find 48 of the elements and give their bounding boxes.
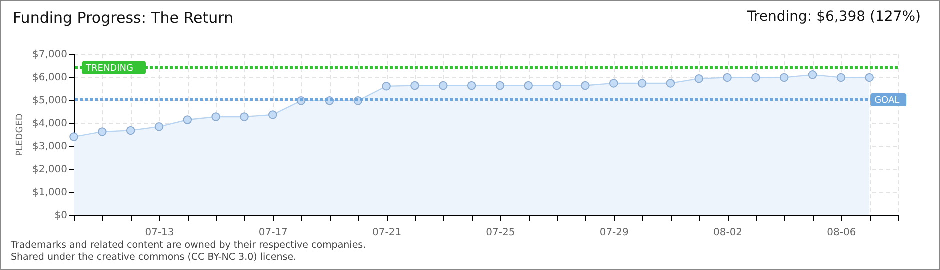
y-tick-label: $0	[54, 210, 68, 222]
point	[638, 79, 647, 88]
point	[552, 81, 562, 90]
point	[496, 81, 505, 90]
point	[666, 79, 676, 88]
chart-title: Funding Progress: The Return	[13, 9, 234, 27]
ref-line-label: TRENDING	[85, 64, 134, 74]
y-tick-label: $7,000	[32, 50, 68, 60]
point	[723, 73, 732, 82]
point	[865, 73, 874, 82]
point	[183, 116, 192, 124]
x-tick-label: 07-29	[600, 228, 629, 238]
text: Shared under the creative commons (CC BY-NC 3.0) license.	[11, 252, 297, 263]
point	[439, 81, 448, 90]
point	[609, 79, 618, 88]
y-tick-label: $3,000	[32, 142, 68, 152]
point	[524, 81, 533, 90]
point	[752, 73, 760, 82]
y-tick-label: $6,000	[32, 72, 68, 84]
point	[126, 126, 136, 136]
point	[382, 82, 391, 91]
point	[808, 70, 818, 80]
point	[410, 81, 420, 90]
y-tick-label: $1,000	[32, 188, 68, 198]
point	[268, 110, 278, 120]
point	[780, 73, 789, 82]
ref-line-label: GOAL	[874, 96, 900, 106]
x-tick-label: 07-21	[372, 228, 402, 238]
point	[240, 112, 249, 122]
point	[467, 81, 476, 90]
x-tick-label: 07-13	[145, 228, 174, 238]
text: Trademarks and related content are owned by their respective companies.	[11, 240, 366, 251]
y-tick-label: $2,000	[32, 164, 68, 176]
point	[581, 81, 590, 90]
point	[212, 112, 220, 122]
x-tick-label: 07-25	[486, 228, 516, 238]
point	[694, 74, 704, 84]
point	[836, 73, 846, 82]
y-tick-label: $4,000	[32, 118, 68, 130]
x-tick-label: 07-17	[258, 228, 288, 238]
y-tick-label: $5,000	[32, 96, 68, 106]
text: Trending: $6,398 (127%)	[747, 9, 921, 25]
y-axis-title: PLEDGED	[16, 114, 26, 156]
x-tick-label: 08-02	[713, 228, 743, 238]
point	[154, 122, 164, 132]
x-tick-label: 08-06	[827, 228, 856, 238]
point	[70, 132, 78, 142]
point	[98, 128, 107, 136]
